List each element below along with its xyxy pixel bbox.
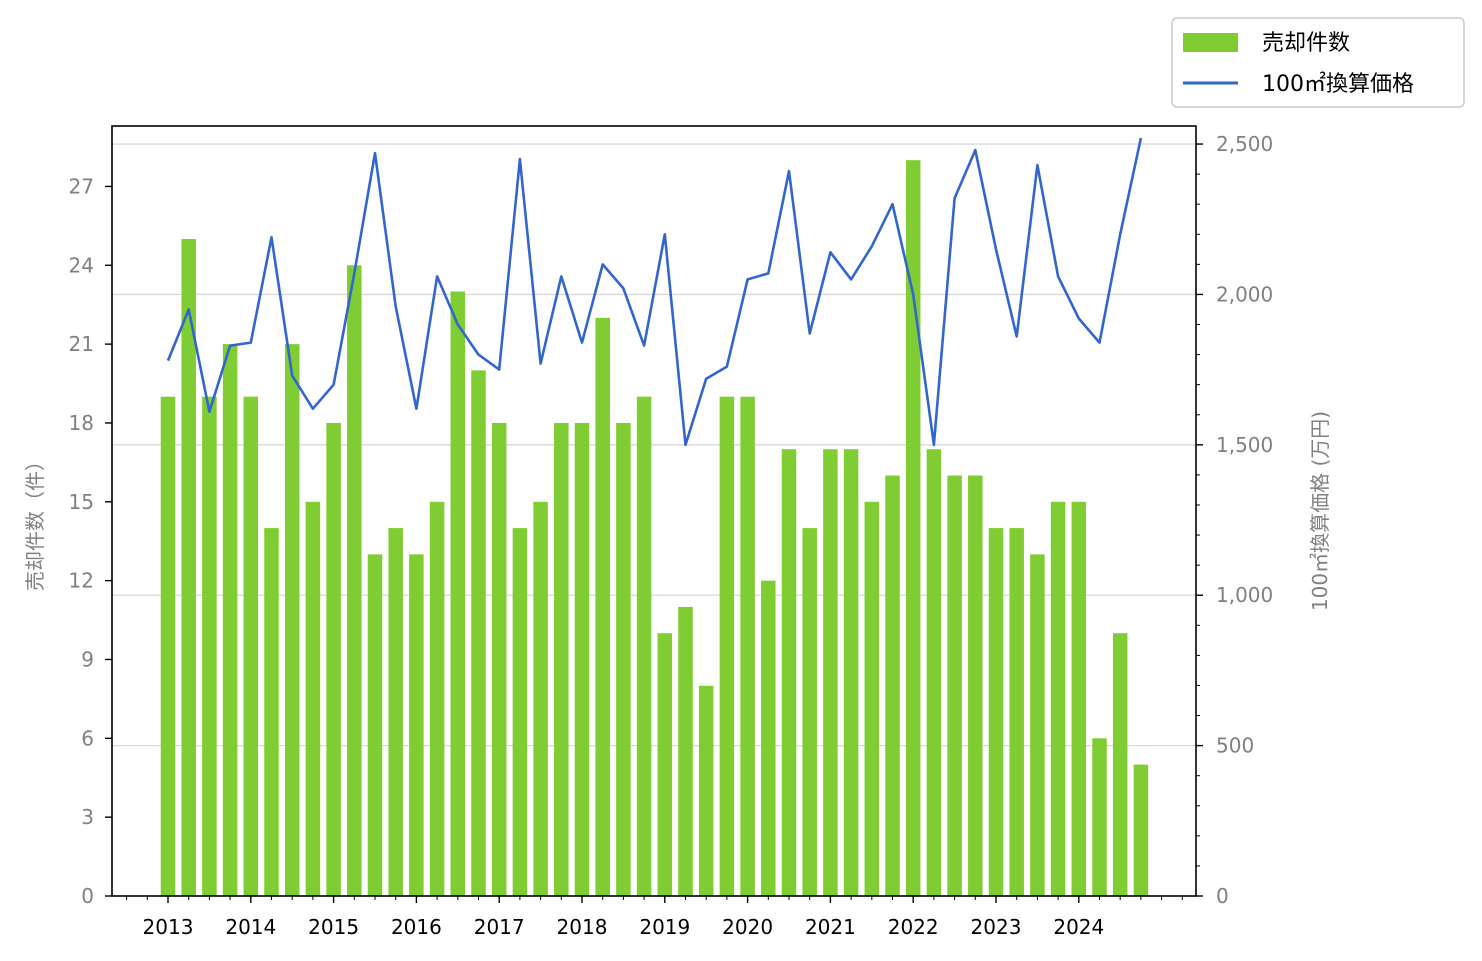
bar-44	[1071, 501, 1087, 896]
bar-33	[843, 449, 859, 896]
bar-3	[222, 344, 238, 896]
bar-47	[1133, 764, 1149, 896]
bar-21	[595, 317, 610, 896]
right-tick-label-2: 1,000	[1216, 583, 1273, 607]
bar-16	[491, 422, 507, 896]
bar-30	[781, 449, 797, 896]
bar-41	[1009, 528, 1024, 896]
x-tick-label-2017: 2017	[474, 915, 525, 939]
bar-42	[1030, 554, 1045, 896]
bar-40	[988, 528, 1004, 896]
bar-12	[409, 554, 424, 896]
bar-series	[160, 160, 1149, 897]
bar-11	[388, 528, 403, 896]
bar-23	[636, 396, 652, 896]
left-tick-label-7: 21	[69, 332, 94, 356]
x-tick-label-2015: 2015	[308, 915, 359, 939]
x-axis-ticks: 2013 2014 2015 2016 2017 2018 2019 2020 2021 2022…	[126, 896, 1183, 939]
legend-label-bars: 売却件数	[1262, 31, 1350, 56]
bar-18	[533, 501, 548, 896]
legend-swatch-bars	[1183, 33, 1238, 52]
bar-22	[616, 422, 631, 896]
line-series	[166, 137, 1143, 447]
bar-25	[678, 606, 693, 896]
bar-26	[698, 685, 714, 896]
x-tick-label-2018: 2018	[557, 915, 608, 939]
bar-0	[160, 396, 176, 896]
x-tick-label-2016: 2016	[391, 915, 442, 939]
left-axis-ticks: 0 3 6 9 12 15 18 21 24 27	[69, 174, 112, 908]
x-tick-label-2023: 2023	[971, 915, 1022, 939]
right-tick-label-1: 500	[1216, 734, 1254, 758]
left-tick-label-0: 0	[81, 884, 94, 908]
right-axis-ticks: 0 500 1,000 1,500 2,000 2,500	[1196, 132, 1273, 908]
bar-38	[947, 475, 962, 896]
right-tick-label-3: 1,500	[1216, 433, 1273, 457]
bar-14	[450, 291, 466, 897]
left-tick-label-1: 3	[81, 805, 94, 829]
left-tick-label-2: 6	[81, 726, 94, 750]
y-axis-right-title: 100㎡換算価格 (万円)	[1308, 411, 1332, 611]
x-tick-label-2022: 2022	[888, 915, 939, 939]
left-tick-label-6: 18	[69, 411, 94, 435]
bar-31	[802, 528, 817, 896]
bar-8	[326, 422, 341, 896]
bar-7	[305, 501, 321, 896]
bar-46	[1112, 633, 1128, 896]
left-tick-label-3: 9	[81, 647, 94, 671]
bar-35	[885, 475, 900, 896]
bar-45	[1092, 738, 1107, 896]
x-tick-label-2014: 2014	[225, 915, 276, 939]
legend: 売却件数 100㎡換算価格	[1171, 17, 1465, 108]
bar-20	[574, 422, 590, 896]
legend-label-line: 100㎡換算価格	[1262, 71, 1414, 97]
bar-24	[657, 633, 673, 896]
bar-13	[429, 501, 445, 896]
bar-1	[181, 239, 196, 896]
bar-10	[367, 554, 383, 896]
x-tick-label-2020: 2020	[722, 915, 773, 939]
bar-39	[968, 475, 983, 896]
right-tick-label-4: 2,000	[1216, 282, 1273, 306]
plot-frame	[111, 125, 1197, 897]
left-tick-label-8: 24	[69, 253, 94, 277]
left-tick-label-5: 15	[69, 490, 94, 514]
right-tick-label-0: 0	[1216, 884, 1229, 908]
legend-box	[1171, 17, 1465, 108]
bar-32	[823, 449, 838, 896]
left-tick-label-9: 27	[69, 174, 94, 198]
bar-19	[554, 422, 569, 896]
x-tick-label-2019: 2019	[639, 915, 690, 939]
bar-27	[719, 396, 735, 896]
bar-15	[471, 370, 486, 897]
bar-37	[926, 449, 942, 896]
y-axis-left-title: 売却件数（件）	[23, 451, 47, 591]
bar-9	[347, 265, 362, 896]
price-line	[166, 137, 1143, 447]
bar-4	[243, 396, 259, 896]
bar-6	[284, 344, 300, 896]
bar-29	[761, 580, 776, 896]
left-tick-label-4: 12	[69, 569, 94, 593]
x-tick-label-2013: 2013	[143, 915, 194, 939]
bar-34	[864, 501, 880, 896]
bar-28	[740, 396, 755, 896]
right-tick-label-5: 2,500	[1216, 132, 1273, 156]
bar-17	[512, 528, 528, 896]
bar-5	[264, 528, 279, 896]
bar-36	[905, 160, 921, 896]
x-tick-label-2021: 2021	[805, 915, 856, 939]
bar-43	[1050, 501, 1066, 896]
x-tick-label-2024: 2024	[1053, 915, 1104, 939]
bar-2	[202, 396, 217, 896]
